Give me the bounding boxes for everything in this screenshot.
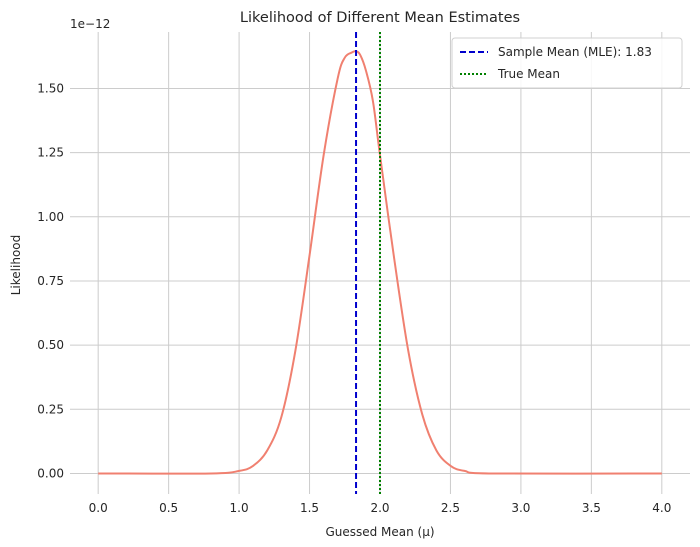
legend-label: Sample Mean (MLE): 1.83 <box>498 45 652 59</box>
y-axis-label: Likelihood <box>9 235 23 296</box>
x-axis-label: Guessed Mean (μ) <box>325 525 434 539</box>
y-tick-label: 1.00 <box>37 210 64 224</box>
y-tick-label: 1.50 <box>37 81 64 95</box>
y-tick-label: 0.00 <box>37 466 64 480</box>
x-tick-labels: 0.0 0.5 1.0 1.5 2.0 2.5 3.0 3.5 4.0 <box>89 501 672 515</box>
y-tick-label: 0.75 <box>37 274 64 288</box>
legend: Sample Mean (MLE): 1.83 True Mean <box>451 37 683 89</box>
x-tick-label: 0.0 <box>89 501 108 515</box>
y-tick-label: 0.25 <box>37 402 64 416</box>
x-tick-label: 1.5 <box>300 501 319 515</box>
plot-area <box>98 32 662 494</box>
legend-label: True Mean <box>497 67 560 81</box>
x-tick-label: 2.0 <box>370 501 389 515</box>
x-tick-label: 0.5 <box>159 501 178 515</box>
x-tick-label: 1.0 <box>230 501 249 515</box>
x-tick-label: 4.0 <box>652 501 671 515</box>
legend-box <box>451 37 683 89</box>
y-scale-label: 1e−12 <box>70 17 110 31</box>
x-tick-label: 3.0 <box>511 501 530 515</box>
x-tick-label: 3.5 <box>582 501 601 515</box>
y-tick-label: 1.25 <box>37 146 64 160</box>
x-tick-label: 2.5 <box>441 501 460 515</box>
chart-title: Likelihood of Different Mean Estimates <box>240 10 520 26</box>
y-tick-labels: 0.00 0.25 0.50 0.75 1.00 1.25 1.50 <box>37 81 64 480</box>
y-tick-label: 0.50 <box>37 338 64 352</box>
